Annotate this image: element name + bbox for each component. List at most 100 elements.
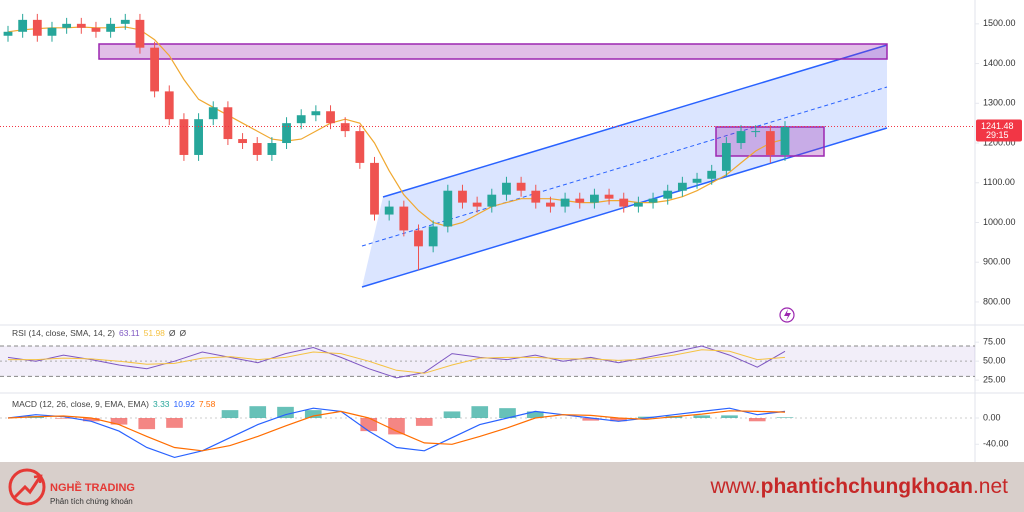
histogram-bar (55, 418, 72, 419)
candle-body (311, 111, 321, 116)
url-main: phantichchungkhoan (760, 475, 973, 498)
candle-body (531, 190, 541, 203)
candle-body (340, 123, 350, 132)
candle-body (120, 19, 130, 24)
histogram-bar (471, 406, 489, 418)
candle-body (296, 115, 306, 124)
candle-body (399, 206, 409, 231)
histogram-bar (748, 418, 766, 422)
y-tick-label: 800.00 (983, 296, 1011, 306)
y-tick-label: 1400.00 (983, 58, 1016, 68)
channel-upper (382, 44, 888, 198)
plot: 1500.00 1400.00 1300.00 1200.00 1100.00 1000.… (0, 13, 1022, 459)
countdown: 29:15 (986, 130, 1009, 140)
candle-body (619, 198, 629, 207)
url-prefix: www. (710, 475, 761, 498)
channel-mid (361, 86, 888, 247)
candle-body (707, 170, 717, 179)
candle-body (487, 194, 497, 207)
histogram-bar (582, 418, 600, 421)
footer: NGHỀ TRADING Phân tích chứng khoán www.p… (0, 462, 1024, 512)
website: www.phantichchungkhoan.net (710, 475, 1008, 499)
histogram-bar (138, 418, 156, 430)
candle-body (370, 162, 379, 215)
histogram-bar (221, 410, 239, 418)
candle-body (575, 198, 585, 203)
candle-body (428, 226, 438, 247)
candle-body (663, 190, 673, 199)
macd-value: 10.92 (174, 399, 196, 409)
histogram-bar (249, 406, 267, 418)
candle-body (384, 206, 394, 215)
candle-body (252, 143, 262, 155)
candle-body (604, 194, 614, 199)
alert-icon (784, 309, 791, 321)
candle-body (208, 107, 218, 120)
macd-header: MACD (12, 26, close, 9, EMA, EMA) 3.33 10.… (12, 399, 216, 409)
candle-body (150, 47, 160, 92)
candle-body (355, 131, 365, 163)
y-tick-label: 1300.00 (983, 98, 1016, 108)
candle-body (267, 143, 277, 155)
histogram-bar (721, 415, 738, 418)
y-tick-label: -40.00 (983, 439, 1009, 449)
line (7, 410, 786, 452)
url-suffix: .net (972, 475, 1008, 498)
candle-body (502, 182, 511, 195)
candle-body (546, 202, 555, 207)
histogram-bar (277, 406, 294, 418)
histogram-bar (304, 410, 322, 418)
candle-body (677, 182, 687, 191)
macd-hist-value: 3.33 (153, 399, 170, 409)
y-tick-label: 25.00 (983, 375, 1006, 385)
candle-body (692, 178, 702, 183)
candle-body (516, 182, 526, 191)
histogram-bar (166, 418, 183, 428)
histogram-bar (415, 418, 433, 426)
candle-body (414, 230, 423, 247)
y-tick-label: 1000.00 (983, 217, 1016, 227)
chart: 1500.00 1400.00 1300.00 1200.00 1100.00 1000.… (0, 0, 1024, 462)
line (7, 407, 786, 459)
candle-body (223, 107, 233, 140)
candle-body (106, 23, 116, 32)
y-tick-label: 75.00 (983, 337, 1006, 347)
histogram-bar (110, 418, 128, 425)
candle-body (135, 19, 145, 48)
histogram-bar (82, 418, 100, 422)
candle-body (179, 119, 189, 155)
macd-title: MACD (12, 26, close, 9, EMA, EMA) (12, 399, 149, 409)
candle-body (736, 131, 746, 144)
candle-body (282, 123, 291, 144)
candle-body (780, 127, 790, 155)
macd-signal-value: 7.58 (199, 399, 216, 409)
candle-body (326, 111, 335, 124)
resistance-zone (98, 43, 888, 60)
histogram-bar (693, 415, 711, 418)
y-tick-label: 1100.00 (983, 177, 1015, 187)
candle-body (91, 27, 101, 32)
histogram-bar (526, 411, 544, 418)
last-price-box (976, 119, 1022, 142)
histogram-bar (610, 418, 627, 422)
candle-body (648, 198, 658, 203)
rsi-na: Ø (180, 328, 187, 338)
logo (8, 468, 46, 506)
candle-body (238, 139, 247, 144)
candle-body (32, 19, 42, 36)
candle-body (164, 91, 174, 120)
rsi-header: RSI (14, close, SMA, 14, 2) 63.11 51.98 Ø Ø (12, 328, 187, 338)
candle-body (194, 119, 203, 155)
histogram-bar (776, 417, 794, 418)
y-tick-label: 0.00 (983, 412, 1001, 422)
rsi-title: RSI (14, close, SMA, 14, 2) (12, 328, 115, 338)
candle-body (47, 27, 57, 36)
candle-body (590, 194, 599, 203)
y-tick-label: 1200.00 (983, 137, 1016, 147)
candle-body (633, 202, 643, 207)
candle-body (458, 190, 467, 203)
candle-body (62, 23, 72, 28)
line (8, 349, 786, 374)
candle-body (751, 131, 761, 133)
alert-icon (779, 307, 795, 323)
